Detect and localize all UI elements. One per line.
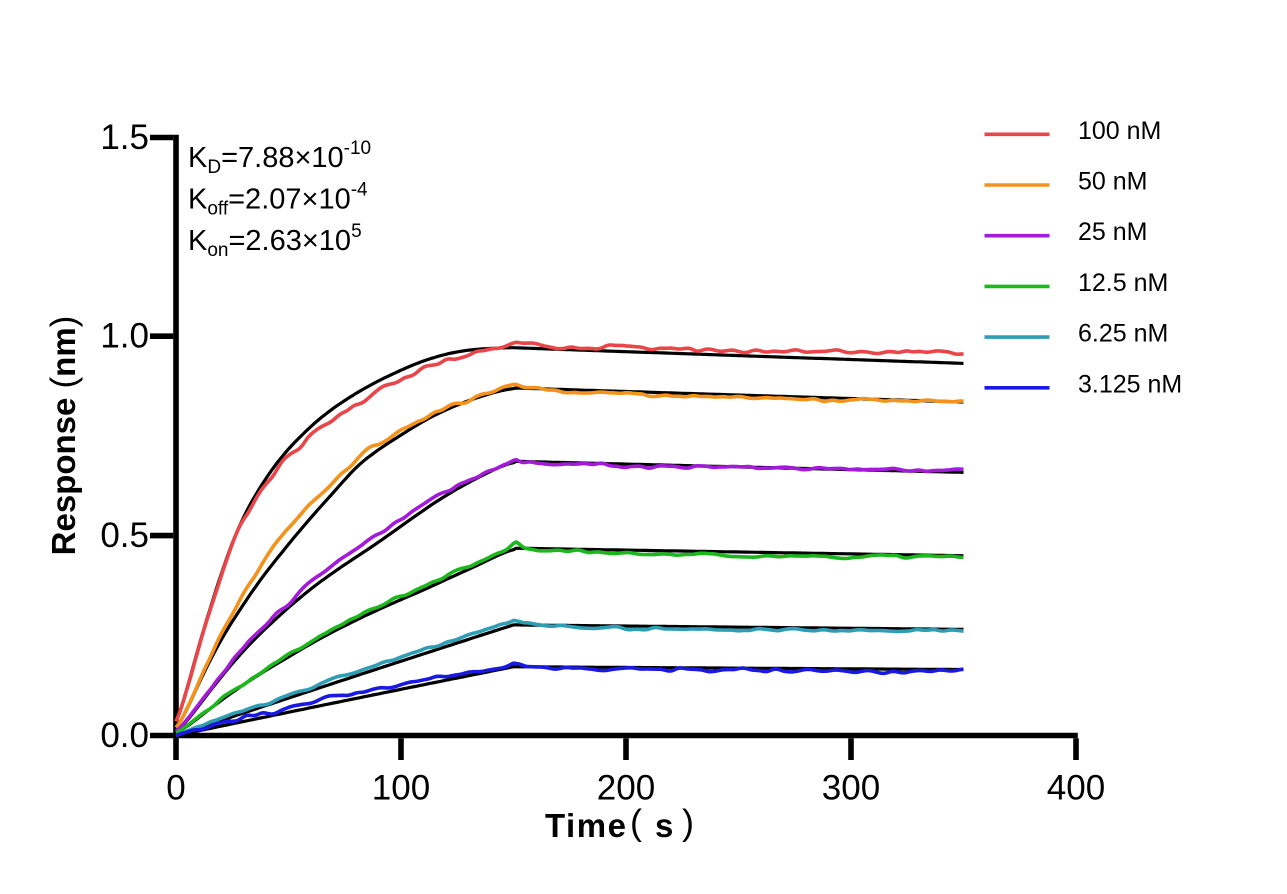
- svg-text:100 nM: 100 nM: [1078, 117, 1161, 145]
- svg-text:0: 0: [166, 769, 185, 808]
- svg-text:1.5: 1.5: [100, 118, 149, 157]
- svg-text:400: 400: [1047, 769, 1105, 808]
- svg-text:(): (): [630, 802, 694, 843]
- svg-text:12.5 nM: 12.5 nM: [1078, 269, 1168, 297]
- svg-text:Kon=2.63×105: Kon=2.63×105: [188, 221, 362, 261]
- svg-text:0.5: 0.5: [100, 516, 149, 555]
- svg-text:200: 200: [597, 769, 655, 808]
- svg-text:25 nM: 25 nM: [1078, 218, 1147, 246]
- svg-text:Response (nm): Response (nm): [44, 316, 83, 556]
- svg-text:100: 100: [372, 769, 430, 808]
- svg-text:6.25 nM: 6.25 nM: [1078, 320, 1168, 348]
- svg-text:3.125 nM: 3.125 nM: [1078, 370, 1182, 398]
- svg-text:1.0: 1.0: [100, 317, 149, 356]
- svg-text:50 nM: 50 nM: [1078, 168, 1147, 196]
- svg-text:300: 300: [822, 769, 880, 808]
- svg-text:0.0: 0.0: [100, 716, 149, 755]
